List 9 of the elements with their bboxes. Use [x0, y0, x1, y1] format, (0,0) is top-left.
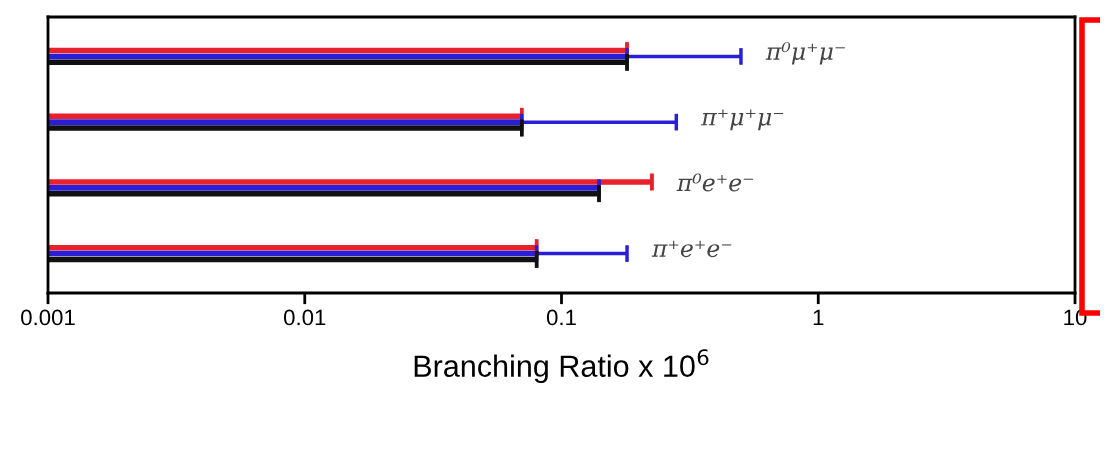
- x-tick-label: 0.01: [283, 309, 326, 326]
- y-tick-label: π⁰e⁺e⁻: [676, 173, 754, 192]
- y-tick-label: π⁰μ⁺μ⁻: [765, 42, 845, 65]
- x-axis-title: Branching Ratio x 10$^{6}$: [414, 349, 709, 384]
- x-tick-label: 1: [813, 309, 824, 326]
- y-tick-label: π⁺μ⁺μ⁻: [700, 109, 784, 131]
- y-tick-label: π⁺e⁺e⁻: [651, 240, 732, 258]
- x-tick-label: 0.1: [546, 309, 576, 326]
- x-tick-label: 0.001: [21, 309, 75, 326]
